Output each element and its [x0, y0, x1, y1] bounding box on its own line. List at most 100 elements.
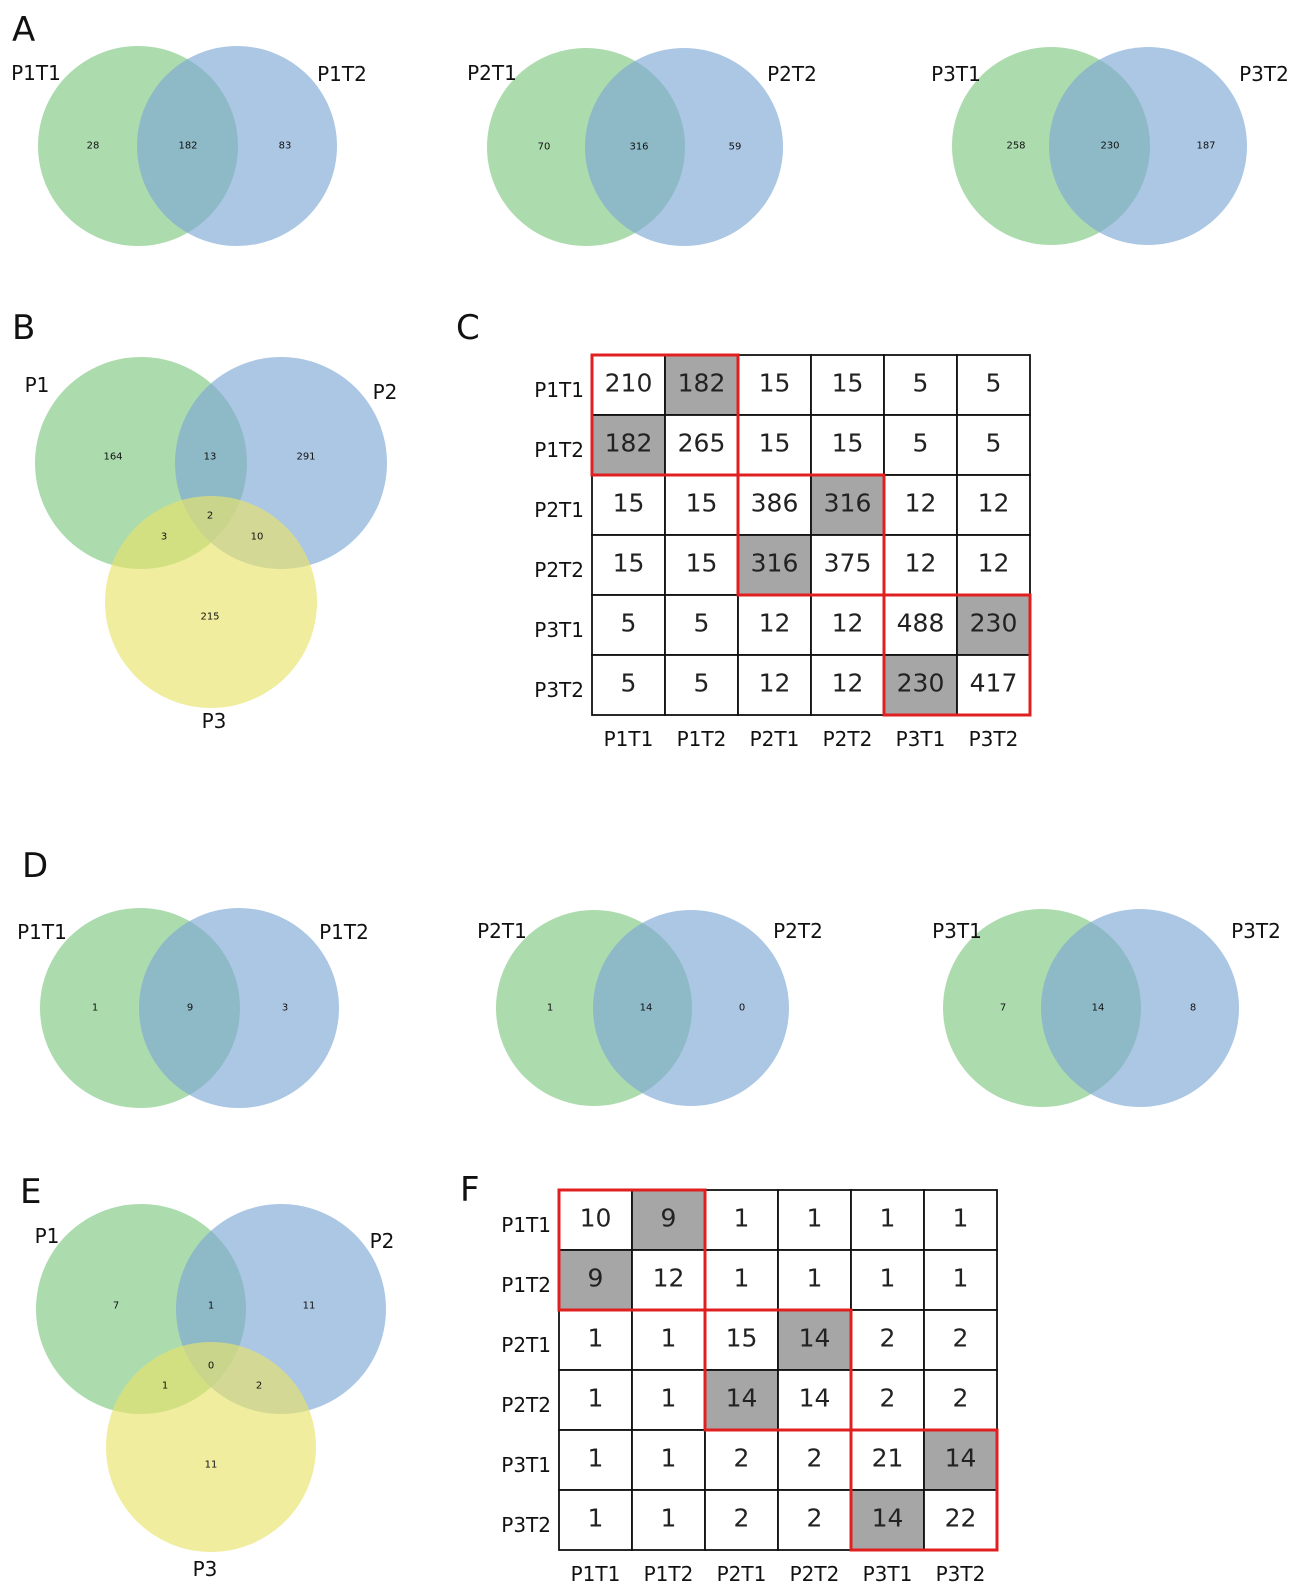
matrix-cell-value: 12 [759, 669, 791, 698]
count-all: 0 [208, 1361, 214, 1372]
row-label: P3T1 [501, 1453, 551, 1477]
matrix-cell [777, 1369, 852, 1431]
count-left-only: 1 [547, 1003, 553, 1014]
matrix-cell-value: 5 [913, 429, 929, 458]
row-label: P2T2 [534, 558, 584, 582]
col-label: P3T2 [969, 727, 1019, 751]
matrix-cell-value: 14 [945, 1444, 977, 1473]
matrix-cell-value: 15 [613, 549, 645, 578]
count-p1-p3: 1 [162, 1381, 168, 1392]
matrix-cell [883, 474, 958, 536]
matrix-cell-value: 15 [832, 369, 864, 398]
matrix-cell-value: 182 [605, 429, 653, 458]
matrix-cell-value: 1 [588, 1444, 604, 1473]
matrix-cell-value: 12 [653, 1264, 685, 1293]
set-label-right: P2T2 [767, 62, 817, 86]
matrix-cell-highlighted [631, 1189, 706, 1251]
matrix-cell-value: 15 [726, 1324, 758, 1353]
venn-diagram-three-set: P1 P2 P3 164 13 291 2 3 10 215 [25, 357, 397, 733]
matrix-cell-value: 5 [621, 609, 637, 638]
set-label-right: P1T2 [319, 920, 369, 944]
venn-circle-right [593, 910, 789, 1106]
block-outline [590, 353, 740, 477]
matrix-cell-value: 2 [953, 1324, 969, 1353]
count-right-only: 0 [739, 1003, 745, 1014]
col-label: P1T1 [604, 727, 654, 751]
matrix-cell-highlighted [923, 1429, 998, 1491]
set-label-left: P2T1 [477, 919, 527, 943]
panel-letter: C [456, 308, 480, 348]
matrix-cell [777, 1489, 852, 1551]
matrix-cell-value: 2 [807, 1444, 823, 1473]
venn-circle-right [1049, 47, 1247, 245]
matrix-cell-value: 15 [686, 549, 718, 578]
panel-b: B P1 P2 P3 164 13 291 2 3 10 215 [12, 308, 397, 733]
matrix-cell-value: 12 [905, 549, 937, 578]
matrix-cell-value: 1 [880, 1264, 896, 1293]
count-p2-only: 291 [296, 452, 315, 463]
venn-diagram: P3T1 P3T2 258 230 187 [931, 47, 1289, 245]
venn-circle-right [137, 46, 337, 246]
set-label-left: P1T1 [11, 61, 61, 85]
matrix-cell [956, 474, 1031, 536]
matrix-cell [558, 1369, 633, 1431]
count-left-only: 258 [1006, 141, 1025, 152]
matrix-cell-value: 1 [661, 1444, 677, 1473]
matrix-cell-value: 9 [661, 1204, 677, 1233]
panel-letter: A [12, 10, 35, 50]
count-p1-p3: 3 [161, 532, 167, 543]
matrix-cell-value: 5 [694, 609, 710, 638]
count-p1-p2: 13 [204, 452, 217, 463]
matrix-cell-value: 316 [824, 489, 872, 518]
matrix-cell-value: 12 [978, 549, 1010, 578]
set-label-p1: P1 [35, 1224, 60, 1248]
count-intersection: 9 [187, 1003, 193, 1014]
matrix-cell-value: 182 [678, 369, 726, 398]
count-intersection: 316 [629, 142, 648, 153]
matrix-cell [883, 534, 958, 596]
venn-circle-right [139, 908, 339, 1108]
matrix-cell-value: 15 [759, 429, 791, 458]
block-outline [557, 1188, 707, 1312]
set-label-p3: P3 [202, 709, 227, 733]
matrix-cell-value: 14 [799, 1324, 831, 1353]
overlap-matrix: 10 9 1 1 1 19 12 1 1 1 11 1 15 14 2 21 1 14 14 2 21 1 2 2 21 141 1… [501, 1188, 999, 1583]
matrix-cell [737, 414, 812, 476]
matrix-cell-value: 5 [694, 669, 710, 698]
matrix-cell-value: 488 [897, 609, 945, 638]
col-label: P3T1 [896, 727, 946, 751]
matrix-cell [850, 1309, 925, 1371]
matrix-cell-value: 1 [588, 1324, 604, 1353]
count-p3-only: 11 [205, 1460, 218, 1471]
matrix-cell-value: 9 [588, 1264, 604, 1293]
row-label: P3T2 [534, 678, 584, 702]
matrix-cell-value: 1 [661, 1504, 677, 1533]
matrix-cell-value: 15 [686, 489, 718, 518]
matrix-cell-value: 12 [832, 669, 864, 698]
matrix-cell-value: 14 [799, 1384, 831, 1413]
matrix-cell [704, 1189, 779, 1251]
row-label: P1T2 [534, 438, 584, 462]
matrix-cell [777, 1249, 852, 1311]
block-outline [849, 1428, 999, 1552]
panel-d: D P1T1 P1T2 1 9 3 P2T1 P2T2 1 14 0 P3T1 P3T2 7 14 8 [17, 846, 1281, 1108]
count-p2-p3: 2 [256, 1381, 262, 1392]
matrix-cell-value: 2 [734, 1444, 750, 1473]
matrix-cell-highlighted [704, 1369, 779, 1431]
matrix-cell-value: 12 [832, 609, 864, 638]
matrix-cell-value: 15 [613, 489, 645, 518]
set-label-right: P3T2 [1239, 62, 1289, 86]
count-left-only: 28 [87, 141, 100, 152]
count-left-only: 1 [92, 1003, 98, 1014]
count-intersection: 230 [1100, 141, 1119, 152]
matrix-cell-value: 1 [588, 1504, 604, 1533]
count-left-only: 7 [1000, 1003, 1006, 1014]
panel-letter: E [20, 1172, 41, 1212]
matrix-cell-value: 2 [880, 1384, 896, 1413]
matrix-cell [664, 594, 739, 656]
count-left-only: 70 [538, 142, 551, 153]
set-label-p1: P1 [25, 373, 50, 397]
panel-letter: B [12, 308, 35, 348]
